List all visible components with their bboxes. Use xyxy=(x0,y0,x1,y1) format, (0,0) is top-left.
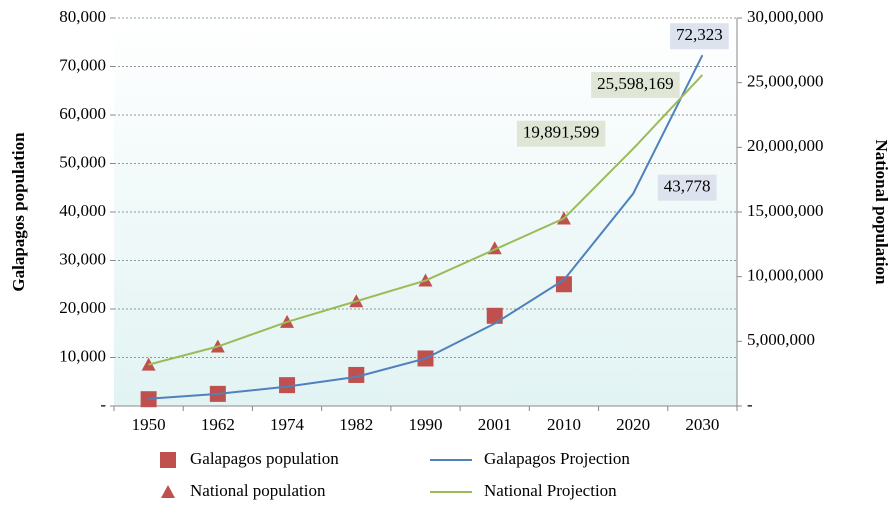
legend-label: National Projection xyxy=(484,481,617,500)
y-tick-label: 50,000 xyxy=(59,152,106,171)
x-tick-label: 2001 xyxy=(478,415,512,434)
square-marker xyxy=(279,377,296,394)
y2-axis-title: National population xyxy=(872,139,891,285)
x-tick-label: 1950 xyxy=(132,415,166,434)
y-tick-label: 10,000 xyxy=(59,346,106,365)
legend-label: National population xyxy=(190,481,326,500)
x-tick-label: 2030 xyxy=(685,415,719,434)
value-label-box xyxy=(591,71,680,98)
y-tick-label: 70,000 xyxy=(59,55,106,74)
y-tick-label: 80,000 xyxy=(59,7,106,26)
y2-tick-label: 20,000,000 xyxy=(747,136,824,155)
x-tick-label: 2020 xyxy=(616,415,650,434)
y-tick-label: 30,000 xyxy=(59,249,106,268)
value-label: 19,891,599 xyxy=(523,123,600,142)
y2-tick-label: 10,000,000 xyxy=(747,266,824,285)
square-marker xyxy=(348,366,365,383)
legend-label: Galapagos Projection xyxy=(484,449,630,468)
x-tick-label: 1990 xyxy=(409,415,443,434)
value-label-box xyxy=(657,174,717,201)
y2-tick-label: - xyxy=(747,395,753,414)
y-axis-title: Galapagos population xyxy=(9,132,28,292)
x-tick-label: 1982 xyxy=(339,415,373,434)
value-label: 43,778 xyxy=(664,177,711,196)
y2-tick-label: 30,000,000 xyxy=(747,7,824,26)
value-label: 25,598,169 xyxy=(597,74,674,93)
triangle-marker xyxy=(161,485,175,498)
square-marker xyxy=(555,276,572,293)
y-tick-label: 40,000 xyxy=(59,201,106,220)
value-label-box xyxy=(516,120,606,147)
x-tick-label: 1962 xyxy=(201,415,235,434)
y2-tick-label: 25,000,000 xyxy=(747,72,824,91)
square-marker xyxy=(160,452,176,468)
y-tick-label: 60,000 xyxy=(59,104,106,123)
y2-tick-label: 15,000,000 xyxy=(747,201,824,220)
y2-tick-label: 5,000,000 xyxy=(747,330,815,349)
square-marker xyxy=(486,307,503,324)
y-tick-label: - xyxy=(100,395,106,414)
series-line xyxy=(148,74,704,366)
series-line xyxy=(148,54,704,400)
value-label-box xyxy=(670,23,729,50)
x-tick-label: 1974 xyxy=(270,415,305,434)
value-label: 72,323 xyxy=(676,25,723,44)
x-tick-label: 2010 xyxy=(547,415,581,434)
square-marker xyxy=(140,391,157,408)
legend-label: Galapagos population xyxy=(190,449,339,468)
y-tick-label: 20,000 xyxy=(59,298,106,317)
